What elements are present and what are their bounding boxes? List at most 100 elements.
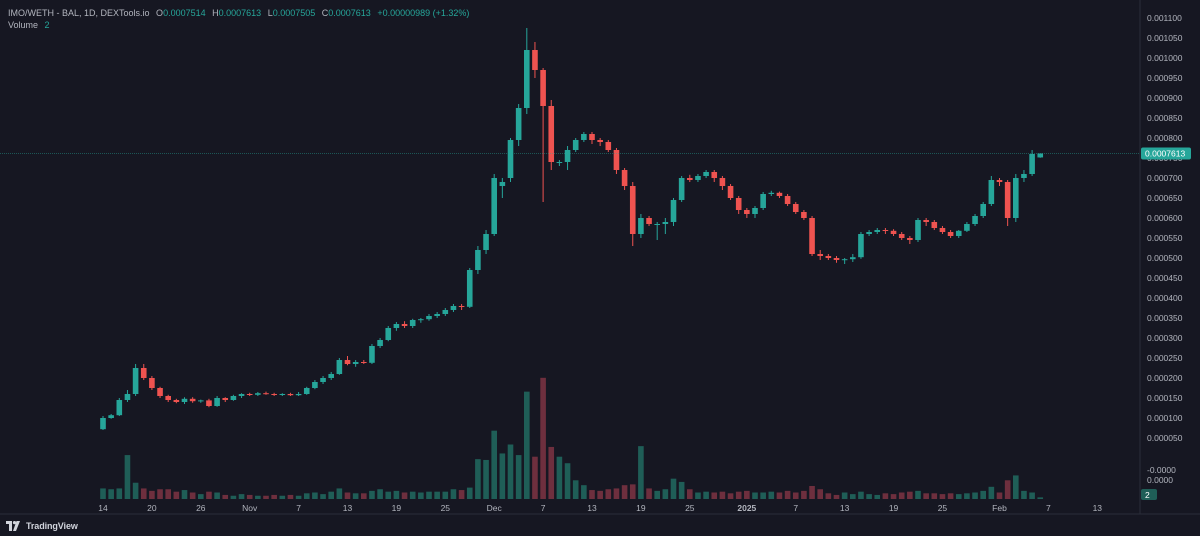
volume-bar [1029, 492, 1035, 499]
time-tick-label: 2025 [737, 503, 756, 513]
volume-bar [760, 492, 766, 499]
candle-body [760, 194, 766, 208]
tradingview-logo[interactable]: TradingView [6, 521, 78, 531]
candle-body [809, 218, 815, 254]
volume-bars [100, 377, 1044, 499]
volume-bar [662, 489, 669, 499]
volume-bar [858, 491, 864, 499]
candle-body [907, 238, 913, 240]
candle-body [939, 228, 946, 232]
time-tick-label: 13 [1093, 503, 1103, 513]
candle-body [320, 378, 326, 382]
volume-bar [695, 492, 701, 499]
volume-bar [385, 491, 392, 499]
candle-body [719, 178, 726, 186]
volume-bar [393, 490, 400, 499]
candle-body [703, 172, 709, 176]
volume-bar [833, 494, 840, 499]
volume-bar [475, 459, 481, 499]
volume-bar [964, 493, 970, 499]
candle-body [442, 310, 449, 314]
volume-bar [939, 494, 946, 499]
candle-body [238, 394, 245, 396]
price-tick-label: 0.001000 [1147, 53, 1183, 63]
price-tick-label: 0.000550 [1147, 233, 1183, 243]
volume-bar [246, 494, 253, 499]
volume-bar [377, 489, 383, 499]
volume-bar [116, 488, 123, 499]
candle-body [352, 362, 359, 364]
candle-body [621, 170, 628, 186]
candle-body [165, 396, 171, 400]
last-price-badge: 0.0007613 [1141, 147, 1191, 160]
time-axis[interactable]: 14 20 26 Nov 7 13 19 25 Dec 7 13 19 25 2025 7 13 19 25 Feb… [98, 503, 1102, 513]
volume-bar [401, 492, 408, 499]
close-label: C [321, 8, 329, 18]
candle-body [401, 324, 408, 326]
price-tick-label: 0.000900 [1147, 93, 1183, 103]
candle-body [108, 415, 114, 418]
candle-body [483, 234, 489, 250]
candle-body [466, 270, 473, 307]
candle-body [1021, 174, 1027, 178]
candle-body [507, 140, 514, 178]
candle-body [776, 192, 783, 196]
volume-bar [972, 492, 978, 499]
price-tick-label: 0.001100 [1147, 13, 1182, 23]
volume-bar [670, 478, 677, 499]
candle-body [589, 134, 595, 140]
time-tick-label: 19 [889, 503, 899, 513]
open-label: O [156, 8, 164, 18]
candle-body [605, 142, 612, 150]
symbol-title[interactable]: IMO/WETH - BAL, 1D, DEXTools.io [8, 8, 150, 18]
candle-body [996, 180, 1003, 182]
volume-bar [361, 493, 367, 499]
volume-label[interactable]: Volume [8, 20, 39, 30]
candle-body [850, 257, 856, 260]
time-tick-label: 25 [685, 503, 695, 513]
candle-body [841, 259, 848, 261]
candle-body [874, 230, 881, 232]
volume-bar [238, 494, 245, 499]
candle-body [972, 216, 978, 224]
candle-body [915, 220, 921, 240]
candle-body [629, 186, 636, 234]
candle-body [149, 378, 155, 388]
candle-body [670, 200, 677, 222]
candle-body [255, 393, 261, 395]
volume-bar [434, 491, 440, 499]
volume-bar [687, 489, 693, 499]
volume-bar [165, 489, 171, 499]
volume-bar [1013, 475, 1019, 499]
candle-body [695, 176, 701, 180]
volume-bar [524, 391, 530, 499]
volume-bar [589, 490, 595, 499]
close-value: 0.0007613 [328, 8, 371, 18]
candle-body [458, 306, 465, 307]
volume-bar [572, 480, 579, 499]
price-tick-label: 0.000950 [1147, 73, 1183, 83]
candle-body [1037, 153, 1044, 158]
volume-bar [850, 494, 856, 499]
volume-bar [312, 492, 318, 499]
volume-bar [1004, 480, 1011, 499]
candle-body [752, 208, 758, 214]
volume-bar [108, 489, 114, 499]
volume-bar [369, 490, 375, 499]
candle-body [564, 150, 571, 162]
candle-body [548, 106, 555, 162]
candle-body [287, 394, 294, 396]
candle-body [825, 256, 832, 258]
time-tick-label: 7 [541, 503, 546, 513]
price-tick-label: 0.000650 [1147, 193, 1183, 203]
price-tick-label: 0.000250 [1147, 353, 1183, 363]
volume-bar [621, 485, 628, 499]
volume-bar [1037, 497, 1044, 499]
change-value: +0.00000989 (+1.32%) [377, 8, 470, 18]
candle-body [132, 368, 139, 394]
candle-body [662, 222, 669, 224]
candle-body [189, 398, 196, 402]
candle-body [858, 234, 864, 258]
price-candles [100, 28, 1044, 430]
